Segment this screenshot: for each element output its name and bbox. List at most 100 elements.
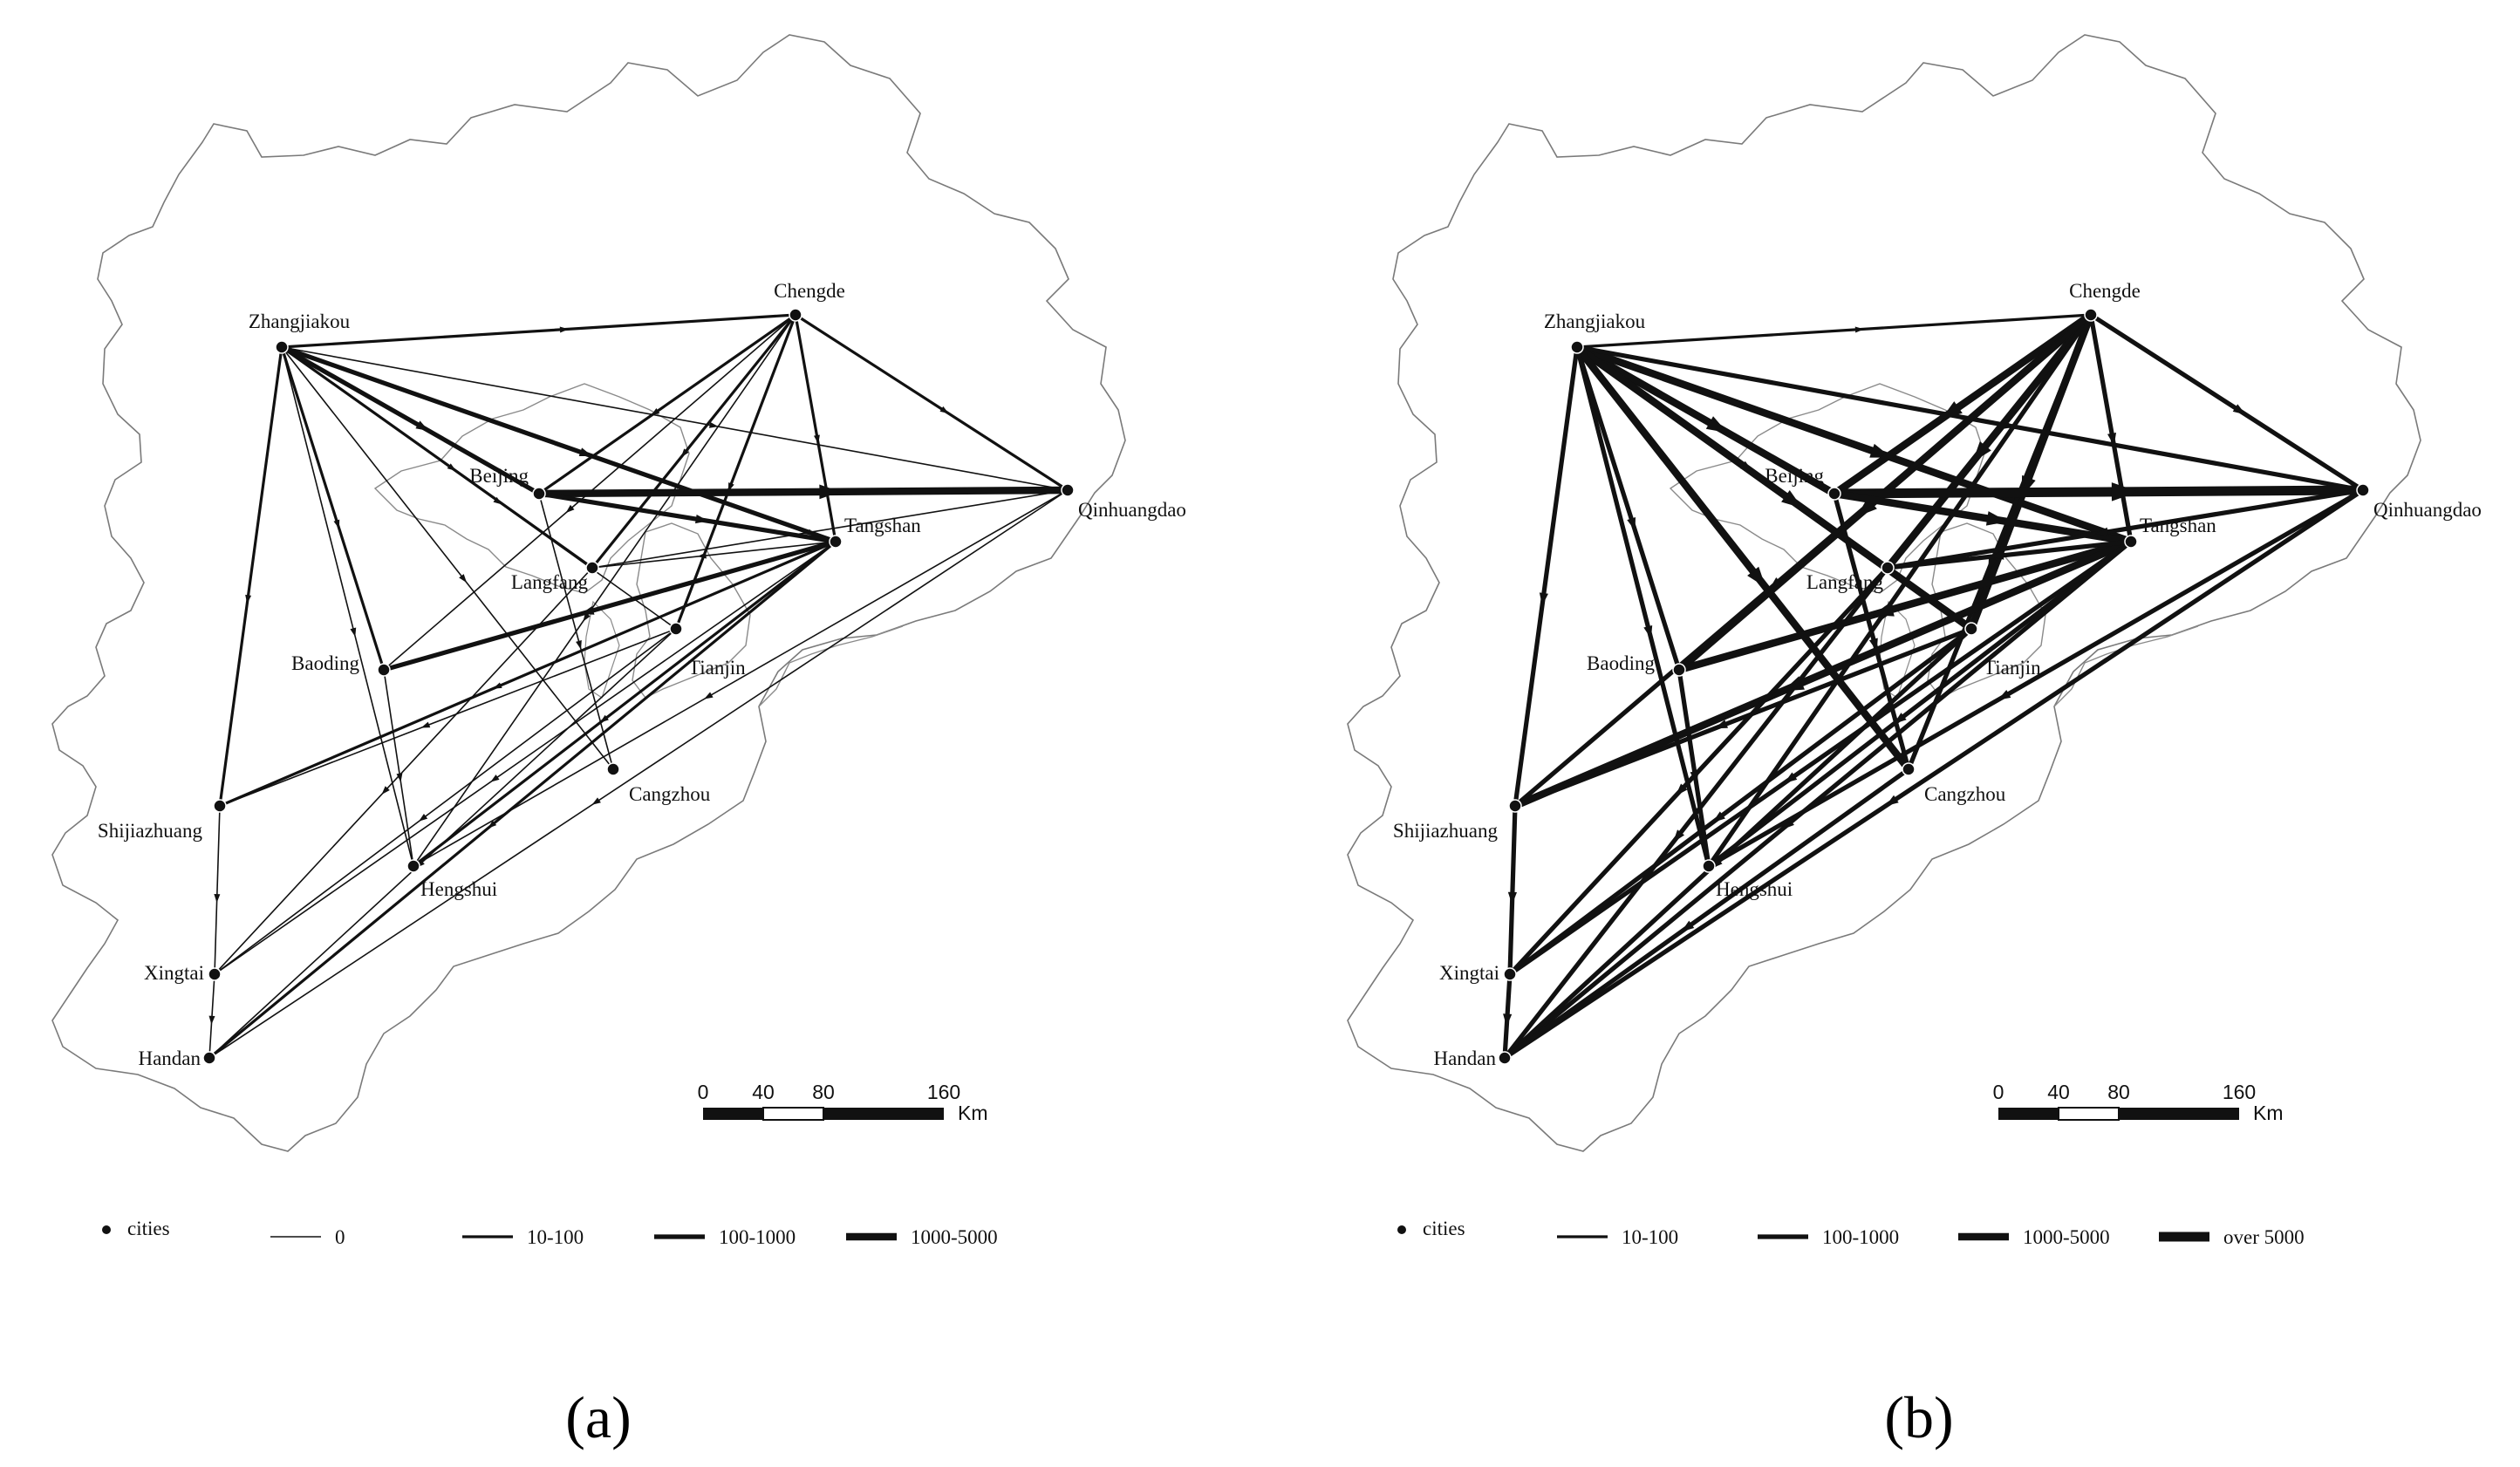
city-label-langfang: Langfang (511, 571, 589, 593)
city-label-baoding: Baoding (291, 652, 359, 674)
flow-beijing-cangzhou (538, 493, 614, 770)
flow-arrow (565, 504, 575, 514)
city-marker-langfang (1881, 561, 1895, 575)
city-label-chengde: Chengde (774, 280, 845, 302)
city-marker-baoding (1672, 663, 1686, 677)
city-label-zhangjiakou: Zhangjiakou (1544, 310, 1646, 332)
city-label-cangzhou: Cangzhou (1924, 783, 2006, 805)
cities-layer: Zhangjiakou Chengde Beijing Tangshan Qinhuan… (1393, 280, 2482, 1069)
flow-arrow (245, 594, 252, 604)
flow-tangshan-hengshui (1706, 539, 2134, 869)
flow-arrow (1705, 416, 1728, 433)
flow-arrow (819, 484, 841, 500)
flow-qinhuangdao-langfang (591, 489, 1069, 569)
flow-tangshan-shijiazhuang (1511, 537, 2135, 810)
scale-unit-label: Km (958, 1102, 988, 1124)
city-marker-cangzhou (1902, 762, 1916, 776)
city-marker-chengde (2084, 308, 2098, 322)
flow-chengde-qinhuangdao (2088, 312, 2366, 493)
flow-arrow (1872, 602, 1895, 617)
city-label-tianjin: Tianjin (688, 657, 746, 679)
flow-tangshan-hengshui (412, 540, 837, 868)
city-marker-qinhuangdao (2356, 483, 2370, 497)
city-label-handan: Handan (1433, 1047, 1496, 1069)
flow-arrow (1690, 770, 1699, 784)
flow-zhangjiakou-beijing (279, 345, 542, 496)
flow-lines (1502, 310, 2368, 1061)
flow-arrow (1714, 720, 1728, 729)
city-label-langfang: Langfang (1806, 571, 1884, 593)
city-marker-shijiazhuang (1508, 799, 1522, 813)
city-label-beijing: Beijing (1765, 465, 1824, 487)
flow-chengde-cangzhou (1906, 312, 2093, 772)
flow-arrow (447, 463, 456, 472)
city-marker-tianjin (669, 622, 683, 636)
legend-cities-label: cities (1423, 1218, 1465, 1239)
tianjin-boundary (632, 522, 751, 699)
city-marker-tangshan (829, 535, 843, 549)
flow-tangshan-xingtai (1507, 539, 2134, 977)
scale-tick-label: 0 (698, 1081, 709, 1103)
flow-qinhuangdao-handan (1502, 488, 2366, 1061)
flow-arrow (490, 774, 500, 782)
city-marker-cangzhou (606, 762, 620, 776)
region-outline (1347, 34, 2421, 1152)
city-marker-baoding (377, 663, 391, 677)
city-label-beijing: Beijing (469, 465, 529, 487)
flow-zhangjiakou-cangzhou (1573, 343, 1913, 774)
legend-city-marker (1397, 1225, 1406, 1234)
flow-arrow (1972, 441, 1991, 462)
scale-segment (762, 1107, 824, 1121)
flow-arrow (208, 1015, 215, 1025)
flow-chengde-hengshui (1706, 312, 2093, 869)
flow-lines (208, 313, 1072, 1060)
flow-zhangjiakou-baoding (280, 345, 386, 672)
flow-tianjin-xingtai (214, 628, 677, 975)
scale-tick-label: 160 (2223, 1081, 2256, 1103)
flow-chengde-qinhuangdao (794, 313, 1069, 492)
flow-zhangjiakou-chengde (280, 313, 797, 349)
city-marker-tianjin (1964, 622, 1978, 636)
city-marker-hengshui (406, 859, 420, 873)
city-label-cangzhou: Cangzhou (629, 783, 711, 805)
flow-zhangjiakou-cangzhou (281, 346, 614, 770)
flow-tangshan-handan (208, 540, 837, 1060)
flow-qinhuangdao-langfang (1885, 488, 2366, 570)
flow-arrow (1781, 489, 1803, 508)
flow-arrow (1712, 811, 1725, 823)
flow-zhangjiakou-beijing (1573, 343, 1839, 498)
flow-beijing-qinhuangdao (1829, 485, 2368, 499)
city-marker-tangshan (2124, 535, 2138, 549)
caption-b: (b) (1884, 1384, 1953, 1450)
city-label-xingtai: Xingtai (1439, 962, 1499, 984)
legend-item-label: 100-1000 (1822, 1226, 1899, 1248)
flow-arrow (813, 434, 820, 444)
flow-tangshan-handan (1502, 539, 2134, 1061)
legend-item-label: over 5000 (2223, 1226, 2305, 1248)
flow-chengde-tianjin (674, 313, 797, 631)
flow-tianjin-xingtai (1507, 626, 1974, 977)
map-panel-a: Zhangjiakou Chengde Beijing Tangshan Qinhuan… (51, 34, 1186, 1248)
flow-arrow (333, 519, 340, 529)
city-label-qinhuangdao: Qinhuangdao (1078, 499, 1186, 521)
flow-tianjin-shijiazhuang (219, 628, 677, 807)
flow-arrow (396, 773, 403, 782)
flow-arrow (415, 420, 429, 432)
city-marker-hengshui (1702, 859, 1716, 873)
legend: cities 0 10-100 100-1000 1000-5000 (102, 1218, 998, 1248)
flow-arrow (1894, 713, 1907, 725)
flow-arrow (419, 814, 428, 822)
flow-arrow (1769, 577, 1782, 590)
legend-item-label: 0 (335, 1226, 345, 1248)
flow-chengde-shijiazhuang (1513, 312, 2093, 809)
flow-beijing-tangshan (1830, 489, 2135, 546)
flow-shijiazhuang-xingtai (1507, 803, 1518, 977)
flow-zhangjiakou-tianjin (281, 346, 677, 630)
flow-arrow (1503, 1013, 1513, 1027)
coastline (758, 625, 904, 707)
scale-tick-label: 80 (2107, 1081, 2130, 1103)
scale-segment (823, 1108, 944, 1120)
flow-beijing-tangshan (536, 491, 838, 544)
flow-arrow (591, 797, 601, 805)
